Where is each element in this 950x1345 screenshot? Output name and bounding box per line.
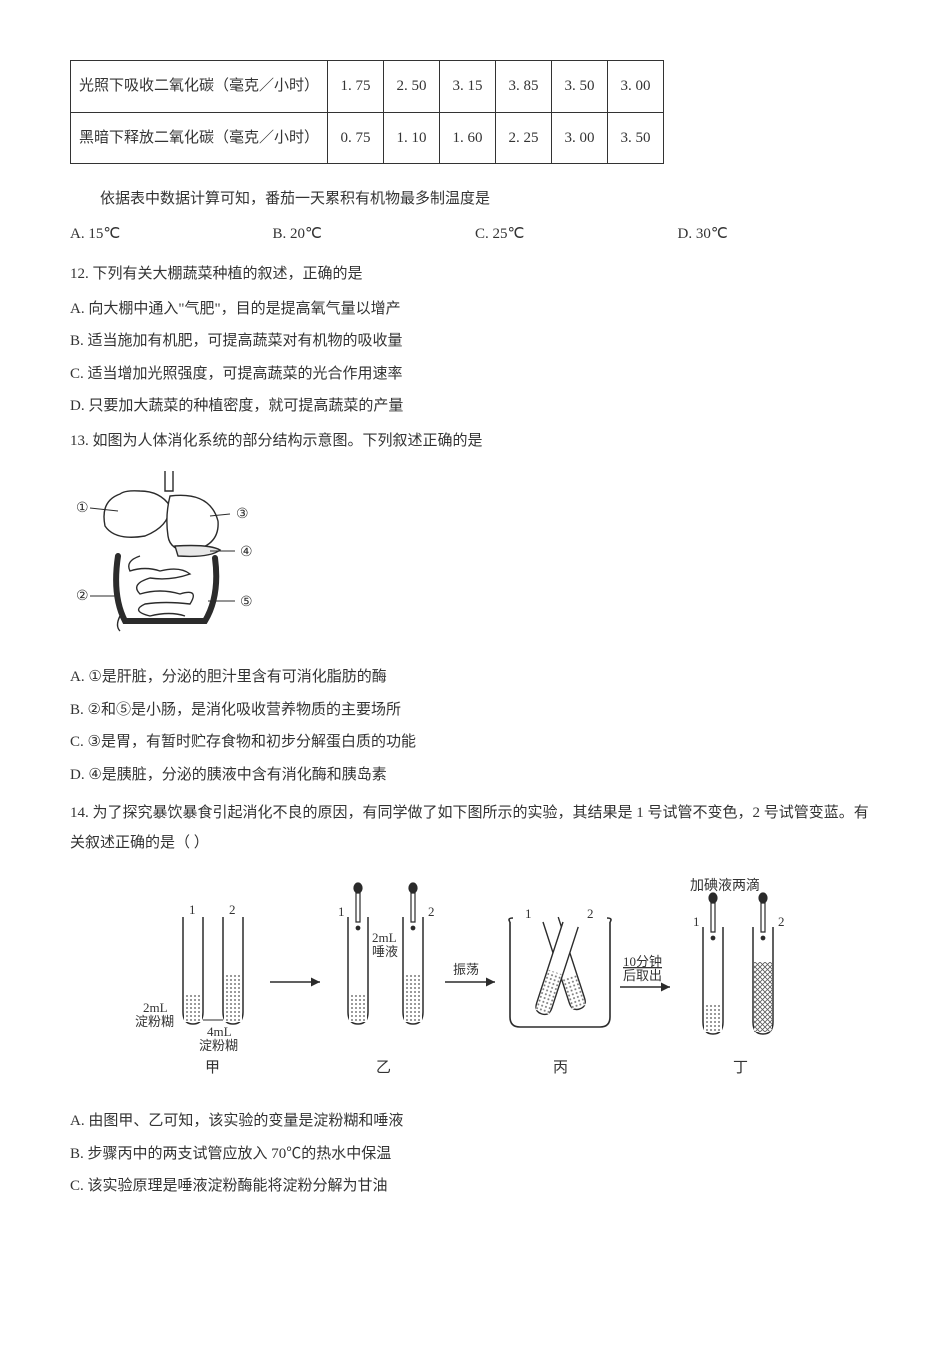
tube-num: 1 [693,914,700,929]
cell: 1. 10 [384,112,440,164]
cell: 3. 00 [608,61,664,113]
tube-num: 1 [338,904,345,919]
table-row: 光照下吸收二氧化碳（毫克／小时） 1. 75 2. 50 3. 15 3. 85… [71,61,664,113]
tube-num: 2 [428,904,435,919]
cell: 2. 25 [496,112,552,164]
lbl-saliva: 2mL唾液 [372,930,398,959]
label-2: ② [76,589,89,604]
q14-stem: 14. 为了探究暴饮暴食引起消化不良的原因，有同学做了如下图所示的实验，其结果是… [70,798,880,858]
q14-opt-c: C. 该实验原理是唾液淀粉酶能将淀粉分解为甘油 [70,1175,880,1198]
panel-bing: 丙 [553,1060,568,1076]
panel-jia: 甲 [205,1060,220,1076]
lbl-wait: 10分钟后取出 [623,954,662,983]
cell: 3. 15 [440,61,496,113]
q13-opt-d: D. ④是胰脏，分泌的胰液中含有消化酶和胰岛素 [70,764,880,787]
lbl-shake: 振荡 [453,962,479,977]
cell: 3. 50 [608,112,664,164]
label-1: ① [76,501,89,516]
panel-yi: 乙 [376,1060,391,1076]
q12-opt-d: D. 只要加大蔬菜的种植密度，就可提高蔬菜的产量 [70,395,880,418]
lbl-iodine: 加碘液两滴 [690,877,760,894]
label-3: ③ [236,507,249,522]
row2-label: 黑暗下释放二氧化碳（毫克／小时） [71,112,328,164]
q12-stem: 12. 下列有关大棚蔬菜种植的叙述，正确的是 [70,263,880,286]
q11-opt-a: A. 15℃ [70,223,273,246]
label-5: ⑤ [240,595,253,610]
tube-num: 1 [189,902,196,917]
q11-opt-c: C. 25℃ [475,223,678,246]
digestive-diagram: ① ② ③ ④ ⑤ [70,466,880,646]
cell: 0. 75 [328,112,384,164]
q14-opt-b: B. 步骤丙中的两支试管应放入 70℃的热水中保温 [70,1143,880,1166]
cell: 2. 50 [384,61,440,113]
lbl-starch-left: 2mL淀粉糊 [135,1000,174,1029]
q12-opt-c: C. 适当增加光照强度，可提高蔬菜的光合作用速率 [70,363,880,386]
cell: 3. 85 [496,61,552,113]
q13-opt-c: C. ③是胃，有暂时贮存食物和初步分解蛋白质的功能 [70,731,880,754]
q11-stem: 依据表中数据计算可知，番茄一天累积有机物最多制温度是 [70,188,880,211]
tube-num: 1 [525,906,532,921]
experiment-diagram: 1 2 2mL淀粉糊 4mL淀粉糊 甲 1 [70,872,880,1092]
cell: 1. 60 [440,112,496,164]
q13-opt-b: B. ②和⑤是小肠，是消化吸收营养物质的主要场所 [70,699,880,722]
cell: 3. 00 [552,112,608,164]
q13-stem: 13. 如图为人体消化系统的部分结构示意图。下列叙述正确的是 [70,430,880,453]
label-4: ④ [240,545,253,560]
q12-opt-a: A. 向大棚中通入"气肥"，目的是提高氧气量以增产 [70,298,880,321]
table-row: 黑暗下释放二氧化碳（毫克／小时） 0. 75 1. 10 1. 60 2. 25… [71,112,664,164]
tube-num: 2 [587,906,594,921]
cell: 3. 50 [552,61,608,113]
lbl-starch-mid: 4mL淀粉糊 [199,1024,238,1053]
q11-options: A. 15℃ B. 20℃ C. 25℃ D. 30℃ [70,223,880,246]
panel-ding: 丁 [733,1060,748,1076]
q11-opt-b: B. 20℃ [273,223,476,246]
q12-opt-b: B. 适当施加有机肥，可提高蔬菜对有机物的吸收量 [70,330,880,353]
q11-opt-d: D. 30℃ [678,223,881,246]
row1-label: 光照下吸收二氧化碳（毫克／小时） [71,61,328,113]
q13-opt-a: A. ①是肝脏，分泌的胆汁里含有可消化脂肪的酶 [70,666,880,689]
tube-num: 2 [229,902,236,917]
tube-num: 2 [778,914,785,929]
q14-opt-a: A. 由图甲、乙可知，该实验的变量是淀粉糊和唾液 [70,1110,880,1133]
cell: 1. 75 [328,61,384,113]
co2-rate-table: 光照下吸收二氧化碳（毫克／小时） 1. 75 2. 50 3. 15 3. 85… [70,60,664,164]
